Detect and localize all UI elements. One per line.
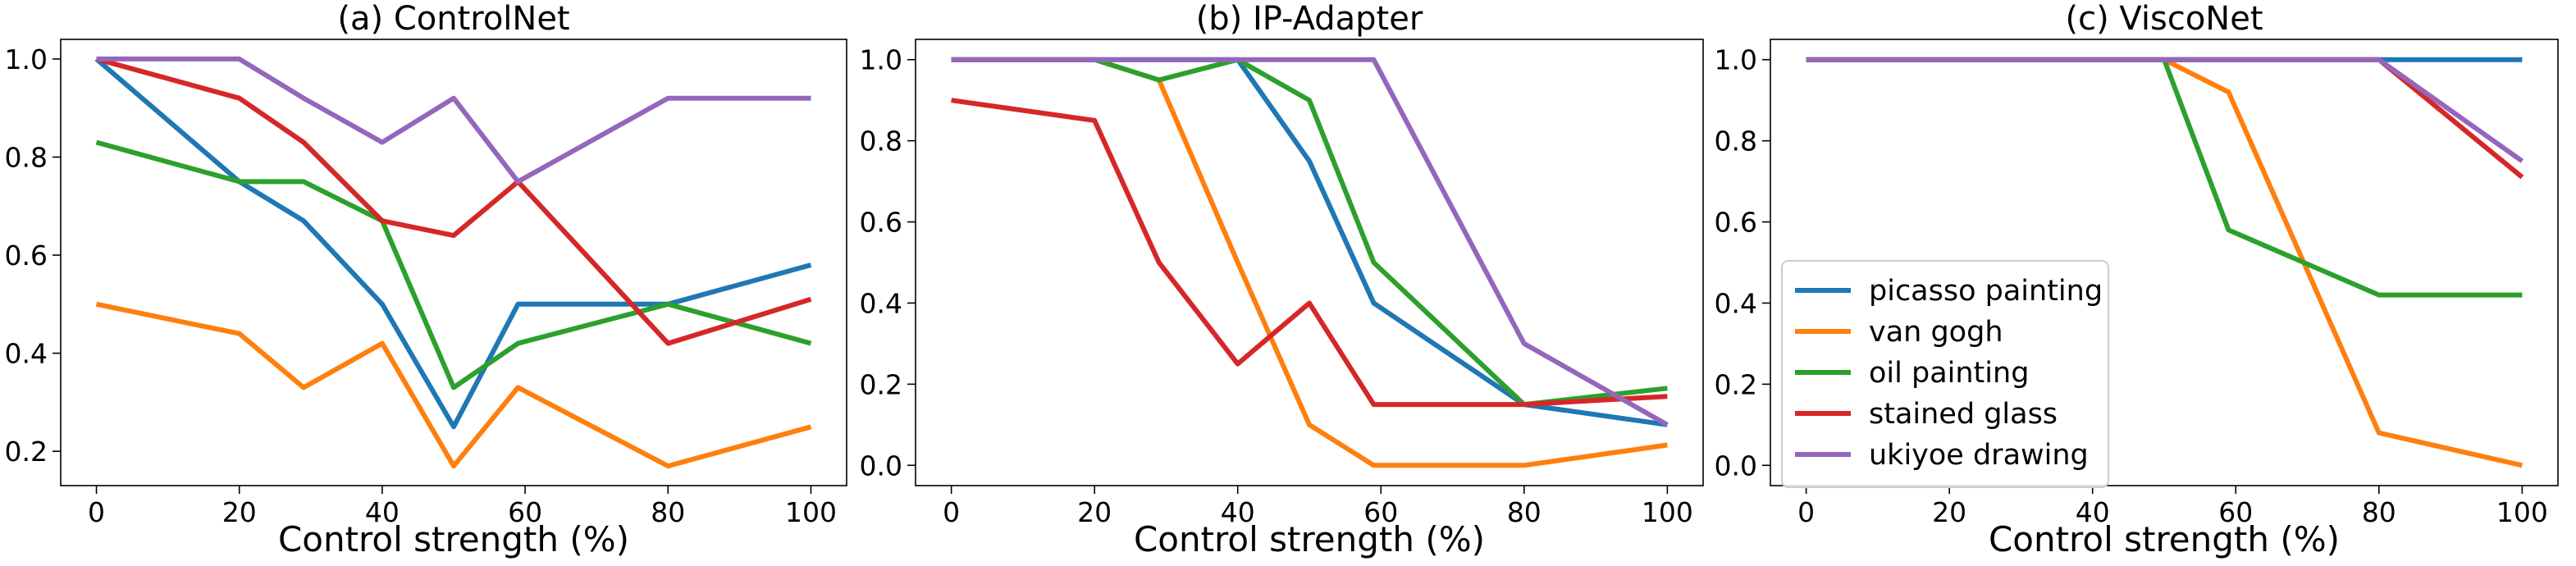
x-tick-label: 100 [2496,496,2548,528]
subplot-title: (a) ControlNet [337,0,569,38]
y-tick-label: 0.6 [5,240,48,272]
y-tick-label: 0.8 [860,126,902,157]
series-line-picasso-painting [94,57,812,430]
x-tick-label: 80 [1507,496,1541,528]
x-tick-label: 60 [1363,496,1398,528]
legend-label: picasso painting [1869,275,2103,308]
series-line-van-gogh [95,301,812,469]
subplot-title: (c) ViscoNet [2065,0,2263,38]
x-tick-label: 60 [508,496,542,528]
legend: picasso painting van gogh oil painting stai… [1781,260,2109,488]
y-tick-label: 1.0 [1715,44,1757,76]
x-tick-label: 20 [1077,496,1112,528]
legend-box [1781,260,2109,488]
x-tick-label: 40 [2076,496,2110,528]
y-tick-label: 0.6 [860,207,902,239]
series-line-oil-painting [951,57,1668,408]
y-tick-label: 1.0 [860,44,902,76]
subplot-2: (b) IP-Adapter 0 20 40 60 80 100 0.0 0.2 0.4 0.6 0.… [860,0,1704,559]
y-tick-label: 0.2 [860,368,902,400]
plot-frame [915,39,1704,486]
plot-frame [1770,39,2559,486]
x-tick-label: 40 [1221,496,1255,528]
series-line-oil-painting [1806,57,2523,298]
x-tick-label: 100 [785,496,837,528]
series-line-stained-glass [951,98,1668,408]
x-tick-label: 60 [2218,496,2253,528]
y-tick-label: 0.8 [5,141,48,173]
y-tick-label: 0.2 [5,436,48,468]
y-tick-label: 0.4 [860,287,902,319]
y-tick-label: 1.0 [5,43,48,75]
x-axis-label: Control strength (%) [1134,519,1485,559]
legend-label: ukiyoe drawing [1869,439,2089,472]
series-line-ukiyoe-drawing [1806,57,2524,163]
x-tick-label: 40 [365,496,400,528]
series-line-oil-painting [95,139,812,390]
x-axis-label: Control strength (%) [1989,519,2340,559]
x-tick-label: 80 [2362,496,2396,528]
series-line-stained-glass [1806,57,2524,180]
y-tick-label: 0.6 [1715,207,1757,239]
x-axis-label: Control strength (%) [278,519,629,559]
x-tick-label: 20 [222,496,257,528]
legend-label: van gogh [1869,316,2003,349]
x-tick-label: 0 [1797,496,1815,528]
subplot-title: (b) IP-Adapter [1196,0,1423,38]
series-line-ukiyoe-drawing [951,57,1669,427]
legend-label: stained glass [1869,398,2058,431]
x-tick-label: 100 [1642,496,1693,528]
y-tick-label: 0.8 [1715,126,1757,157]
subplot-3: (c) ViscoNet 0 20 40 60 80 100 0.0 0.2 0.4 0.6 0.8 1… [1715,0,2559,559]
y-tick-label: 0.4 [5,338,48,370]
legend-label: oil painting [1869,357,2029,390]
plot-frame [60,39,847,486]
x-tick-label: 0 [88,496,105,528]
x-tick-label: 0 [943,496,960,528]
series-line-ukiyoe-drawing [96,56,811,185]
y-tick-label: 0.0 [1715,450,1757,482]
x-tick-label: 20 [1932,496,1966,528]
series-line-stained-glass [95,57,812,346]
y-tick-label: 0.2 [1715,368,1757,400]
x-tick-label: 80 [651,496,685,528]
subplot-1: (a) ControlNet 0 20 40 60 80 100 0.2 0.4 0.6 0.8 1.… [5,0,847,559]
y-tick-label: 0.0 [860,450,902,482]
y-tick-label: 0.4 [1715,287,1757,319]
